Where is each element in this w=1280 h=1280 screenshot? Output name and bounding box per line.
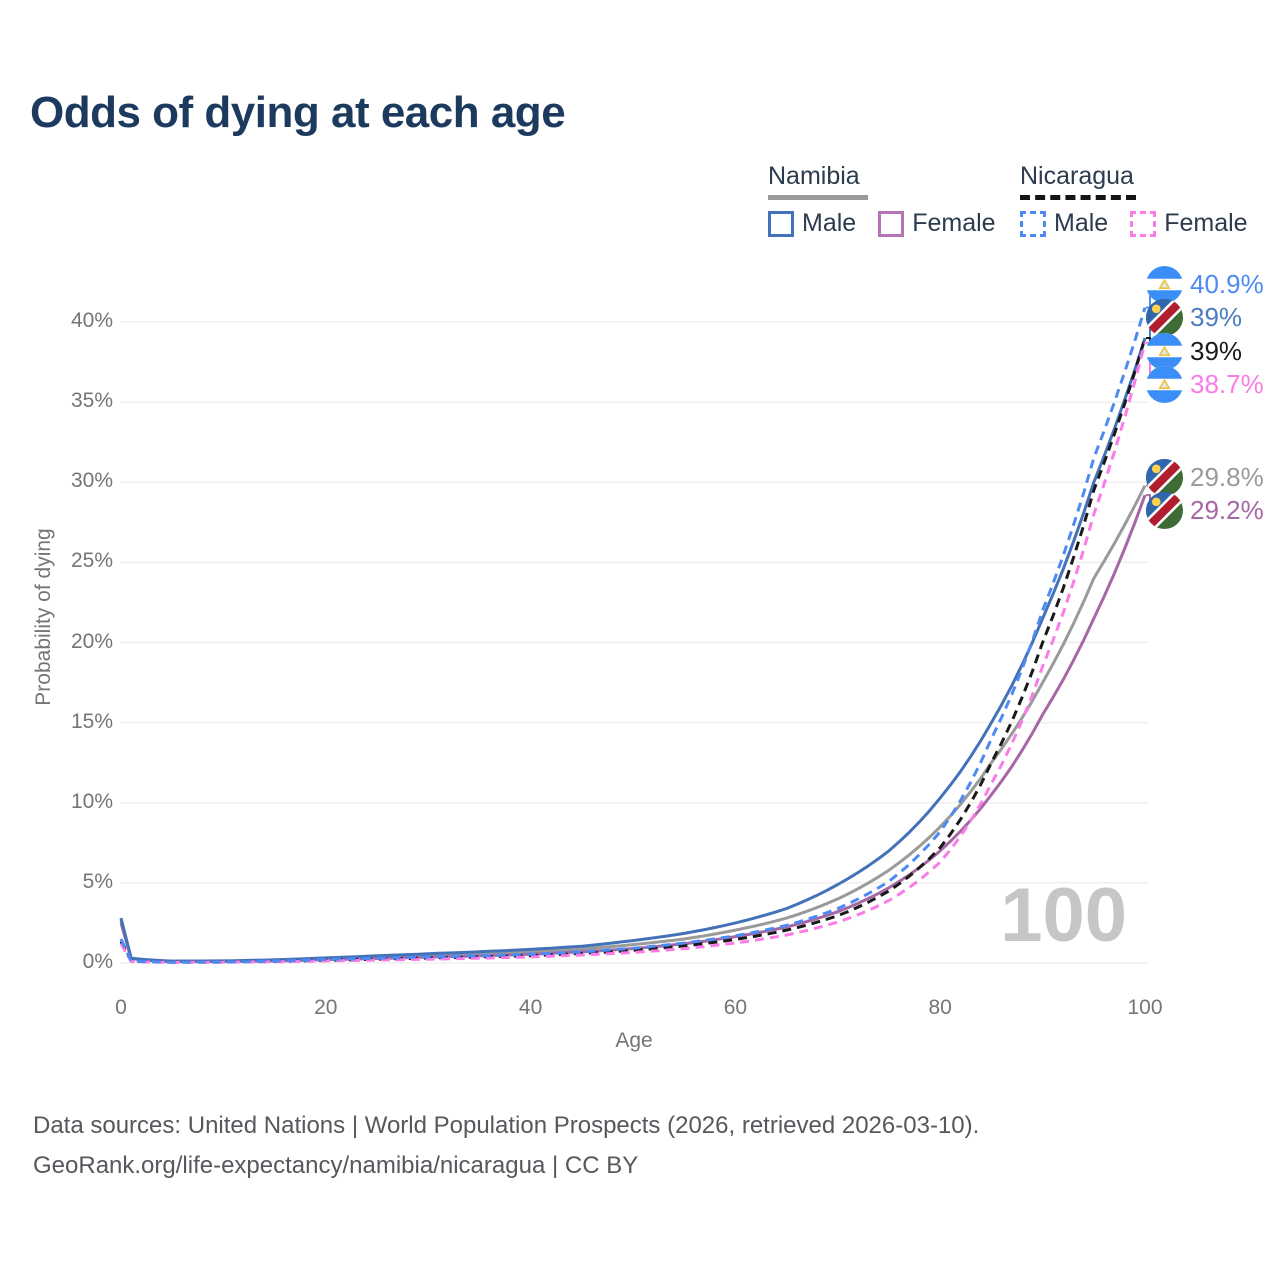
end-label-value: 39%: [1190, 302, 1243, 332]
x-tick-label: 100: [1127, 996, 1163, 1019]
namibia-male-line-swatch-icon: [768, 210, 794, 237]
end-label-value: 38.7%: [1190, 369, 1264, 399]
legend-item-namibia-male[interactable]: Male: [768, 209, 856, 238]
end-label-namibia-male: 39%: [1146, 299, 1242, 336]
legend-underline-nicaragua-both-sexes-line: [1020, 195, 1136, 200]
x-tick-label: 0: [115, 996, 127, 1019]
footer: Data sources: United Nations | World Pop…: [33, 1106, 979, 1186]
end-label-nicaragua-both-sexes: 39%: [1146, 332, 1243, 370]
nicaragua-flag-icon: [1146, 265, 1183, 303]
legend-label: Female: [1164, 209, 1248, 237]
series-line-nicaragua-male[interactable]: [119, 307, 1147, 964]
legend-item-nicaragua-male[interactable]: Male: [1020, 209, 1108, 238]
y-tick-label: 10%: [70, 789, 113, 813]
end-label-value: 39%: [1190, 335, 1243, 366]
namibia-flag-icon: [1146, 299, 1183, 336]
y-tick-label: 35%: [70, 389, 113, 413]
series-line-namibia-female[interactable]: [119, 494, 1147, 964]
data-sources-line: Data sources: United Nations | World Pop…: [33, 1112, 980, 1139]
legend-label: Female: [912, 209, 996, 237]
y-tick-label: 20%: [70, 629, 113, 653]
attribution-line: GeoRank.org/life-expectancy/namibia/nica…: [33, 1152, 639, 1179]
legend-item-nicaragua-female[interactable]: Female: [1130, 209, 1248, 238]
legend-label: Male: [1054, 209, 1109, 237]
y-tick-label: 15%: [70, 709, 113, 733]
y-tick-label: 30%: [70, 469, 113, 493]
legend-label: Male: [802, 209, 857, 237]
nicaragua-flag-icon: [1146, 332, 1183, 370]
end-label-namibia-female: 29.2%: [1146, 492, 1264, 529]
x-axis-title: Age: [615, 1029, 653, 1052]
x-tick-label: 40: [518, 996, 543, 1019]
legend-country-namibia: Namibia: [768, 162, 860, 190]
end-label-value: 29.2%: [1190, 495, 1264, 525]
legend-underline-namibia-both-sexes-line: [768, 195, 868, 200]
nicaragua-male-line-swatch-icon: [1020, 210, 1046, 237]
y-tick-label: 5%: [82, 869, 113, 893]
namibia-female-line-swatch-icon: [878, 210, 905, 237]
end-label-value: 40.9%: [1190, 268, 1264, 299]
series-line-nicaragua-both[interactable]: [119, 337, 1147, 964]
page-title: Odds of dying at each age: [30, 88, 566, 137]
age-watermark: 100: [1000, 873, 1127, 958]
end-label-namibia-both-sexes: 29.8%: [1146, 458, 1264, 496]
namibia-flag-icon: [1146, 492, 1183, 529]
y-tick-label: 0%: [82, 950, 113, 973]
y-tick-label: 40%: [70, 309, 113, 332]
nicaragua-flag-icon: [1146, 366, 1183, 403]
x-tick-label: 60: [723, 996, 748, 1019]
end-label-nicaragua-female: 38.7%: [1146, 366, 1264, 403]
series-line-namibia-male[interactable]: [119, 337, 1147, 963]
y-tick-label: 25%: [70, 549, 113, 573]
end-label-value: 29.8%: [1190, 461, 1264, 492]
end-label-nicaragua-male: 40.9%: [1146, 265, 1264, 303]
series-line-nicaragua-female[interactable]: [119, 342, 1147, 964]
nicaragua-female-line-swatch-icon: [1130, 210, 1157, 237]
legend-group-nicaragua: Nicaragua Male Female: [1020, 162, 1270, 238]
namibia-flag-icon: [1146, 458, 1183, 496]
x-tick-label: 80: [928, 996, 952, 1019]
x-tick-label: 20: [314, 996, 338, 1019]
legend-country-nicaragua: Nicaragua: [1020, 162, 1134, 190]
legend-group-namibia: Namibia Male Female: [768, 162, 1018, 238]
legend-item-namibia-female[interactable]: Female: [878, 209, 996, 238]
